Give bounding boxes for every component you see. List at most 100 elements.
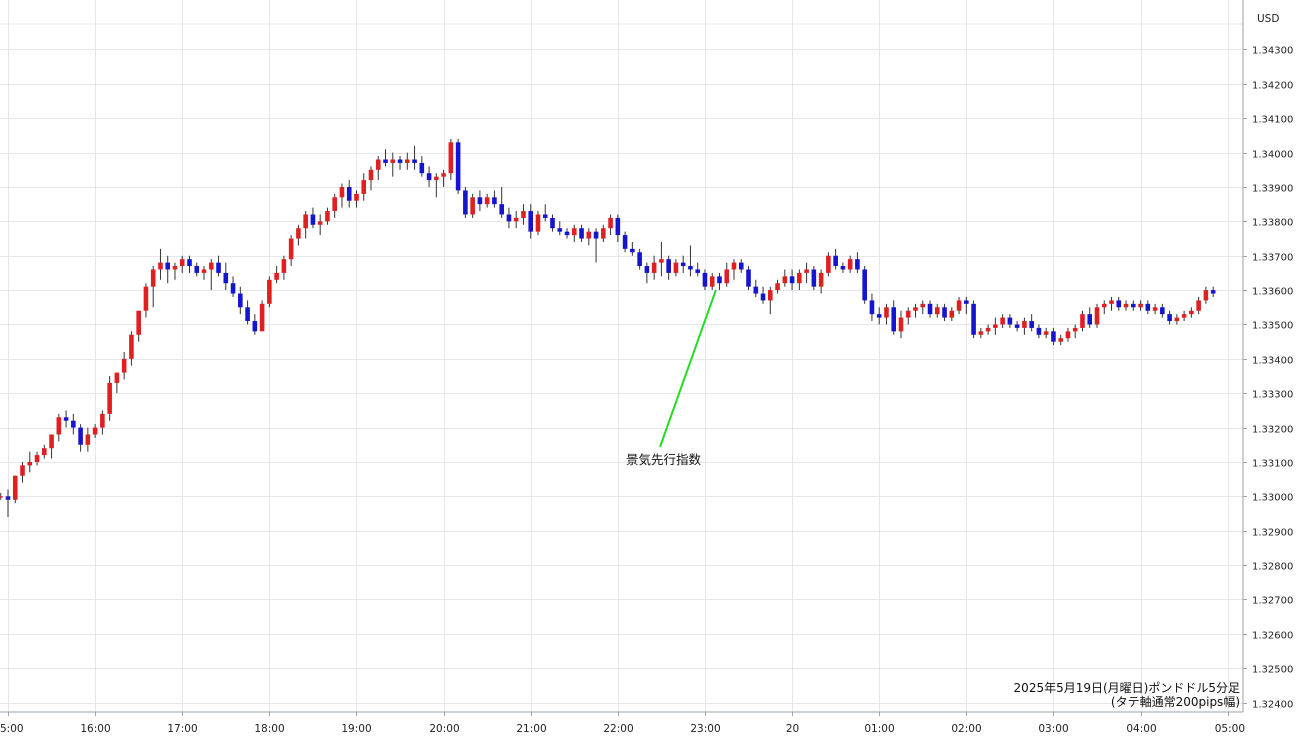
candle-down [862,269,867,301]
candle-down [528,211,534,232]
candle-up [513,217,519,222]
candle-down [811,269,817,287]
candle-up [1080,314,1085,328]
candle-up [768,290,773,301]
price-tick-label: 1.33400 [1252,356,1293,367]
candle-up [1152,307,1158,311]
candle-down [666,259,671,273]
candle-down [746,269,751,287]
candle-up [121,358,127,373]
candle-down [702,272,708,287]
candle-up [608,217,613,229]
candle-up [905,310,911,318]
candle-up [1072,327,1078,332]
time-tick-label: 02:00 [951,723,981,735]
currency-label: USD [1257,13,1279,25]
price-tick-label: 1.34200 [1252,81,1293,92]
candle-down [194,266,200,273]
candle-up [709,276,715,287]
candle-down [760,293,766,301]
candle-down [557,228,563,232]
candle-down [869,300,875,315]
chart-caption-title: 2025年5月19日(月曜日)ポンドドル5分足 [1014,681,1240,695]
candle-up [274,272,279,280]
candle-up [978,331,984,335]
candle-up [847,259,853,270]
candle-up [724,269,730,284]
candle-down [942,307,947,318]
candles [0,138,1216,517]
candle-down [840,266,846,270]
candle-up [390,159,396,163]
candle-up [49,434,54,449]
candle-up [571,228,577,236]
candle-up [56,417,62,435]
candle-down [680,262,686,267]
candle-up [42,448,47,456]
price-tick-label: 1.33200 [1252,425,1293,436]
candle-down [717,276,722,284]
candle-down [891,307,897,332]
candle-down [455,142,461,191]
price-tick-labels: 1.34300 1.34200 1.34100 1.34000 1.33900 1.338… [1243,46,1293,711]
candle-down [579,228,584,239]
candle-up [317,221,323,225]
candle-up [20,465,25,476]
candle-down [1145,303,1151,311]
price-tick-label: 1.34000 [1252,150,1293,161]
price-tick-label: 1.32700 [1252,596,1293,607]
candle-up [0,496,4,498]
candle-down [397,159,403,163]
candle-up [259,303,265,332]
candle-up [448,142,454,174]
candle-down [1087,314,1093,325]
price-tick-label: 1.33300 [1252,390,1293,401]
time-tick-label: 21:00 [516,723,546,735]
candle-up [601,228,606,239]
candle-up [1196,300,1201,311]
candle-down [187,259,192,267]
candle-up [1123,303,1129,308]
candle-down [753,286,759,294]
candle-down [971,303,976,335]
time-tick-label: 16:00 [80,723,110,735]
candle-up [34,455,40,462]
time-tick-label: 23:00 [690,723,720,735]
candle-up [535,214,541,232]
annotation-pointer-line [659,289,717,448]
candle-down [383,159,388,163]
candle-down [216,262,221,273]
candle-up [1138,303,1143,308]
candle-up [949,310,955,318]
candle-up [201,269,207,273]
candle-down [463,190,468,215]
time-tick-label: 04:00 [1126,723,1156,735]
time-tick-label: 17:00 [167,723,197,735]
candle-down [833,255,838,267]
candle-down [550,217,555,229]
price-tick-label: 1.32500 [1252,665,1293,676]
candle-up [1043,331,1049,335]
candle-up [1094,307,1100,325]
candle-up [1101,303,1107,308]
candle-up [898,317,904,332]
candle-up [92,427,98,435]
candle-down [593,231,599,239]
time-tick-label: 5:00 [0,723,24,735]
candle-up [731,262,737,270]
candle-down [419,162,425,174]
candle-up [361,180,367,194]
candle-up [782,276,788,284]
candle-down [615,217,621,236]
candle-up [484,197,490,205]
candle-up [673,262,679,273]
candle-down [630,248,635,253]
candle-up [521,211,526,218]
candle-up [818,272,824,287]
time-tick-label: 19:00 [341,723,371,735]
candle-up [651,262,657,273]
time-tick-label: 20:00 [429,723,459,735]
candle-up [143,286,149,311]
candle-up [136,310,141,335]
